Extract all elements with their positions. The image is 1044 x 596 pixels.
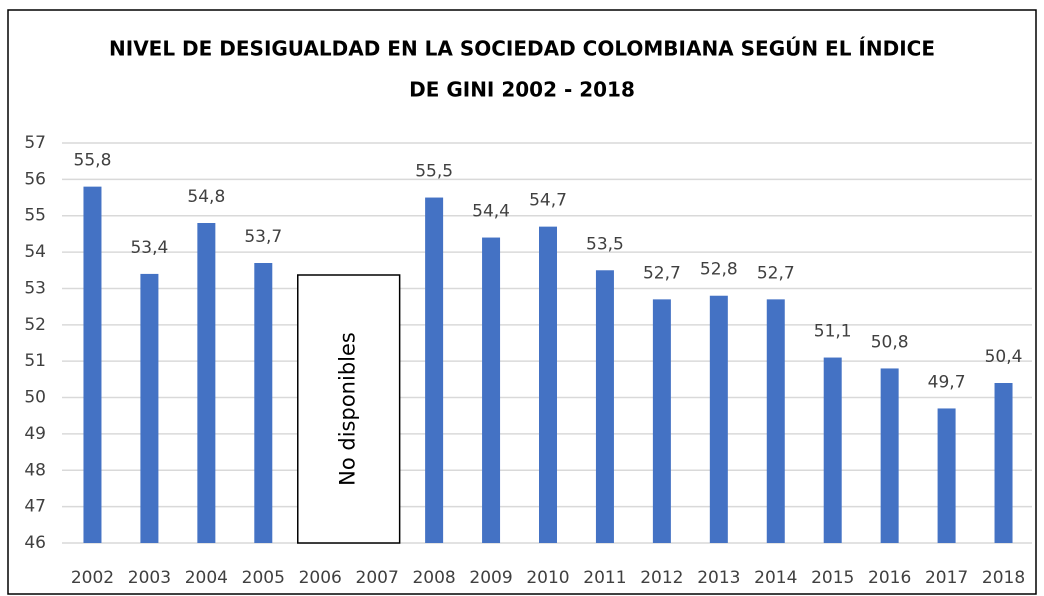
data-label: 53,4	[130, 238, 168, 258]
x-tick-label: 2015	[811, 568, 854, 588]
y-tick-label: 55	[24, 206, 46, 226]
x-tick-label: 2008	[412, 568, 455, 588]
bar	[880, 368, 899, 543]
chart-border	[7, 9, 1037, 595]
data-label: 50,8	[871, 332, 909, 352]
bar	[766, 299, 785, 543]
y-tick-label: 47	[24, 497, 46, 517]
bar	[197, 223, 216, 543]
data-label: 51,1	[814, 322, 852, 342]
data-label: 53,5	[586, 234, 624, 254]
y-tick-label: 51	[24, 351, 46, 371]
y-tick-label: 52	[24, 315, 46, 335]
x-tick-label: 2004	[185, 568, 228, 588]
y-tick-label: 49	[24, 424, 46, 444]
y-tick-label: 56	[24, 169, 46, 189]
x-tick-label: 2007	[356, 568, 399, 588]
data-label: 54,4	[472, 202, 510, 222]
x-tick-label: 2009	[469, 568, 512, 588]
data-label: 52,8	[700, 260, 738, 280]
y-tick-label: 53	[24, 278, 46, 298]
data-label: 53,7	[244, 227, 282, 247]
chart-title: DE GINI 2002 - 2018	[409, 78, 635, 102]
bar	[539, 226, 557, 544]
bar	[823, 357, 842, 543]
x-tick-label: 2016	[868, 568, 911, 588]
x-tick-label: 2014	[754, 568, 797, 588]
x-tick-label: 2013	[697, 568, 740, 588]
x-tick-label: 2010	[526, 568, 569, 588]
data-label: 54,7	[529, 191, 567, 211]
bar	[709, 295, 728, 543]
bar	[937, 408, 956, 543]
annotation-text: No disponibles	[336, 332, 360, 486]
bar	[425, 197, 444, 543]
x-tick-label: 2012	[640, 568, 683, 588]
data-label: 50,4	[985, 347, 1023, 367]
x-tick-label: 2002	[71, 568, 114, 588]
bar	[140, 273, 159, 543]
x-tick-label: 2011	[583, 568, 626, 588]
y-tick-label: 50	[24, 388, 46, 408]
x-tick-label: 2005	[242, 568, 285, 588]
annotation-box	[297, 274, 401, 544]
x-tick-label: 2006	[299, 568, 342, 588]
bar	[595, 270, 614, 543]
data-label: 52,7	[757, 263, 795, 283]
bar	[83, 186, 102, 544]
bar	[652, 299, 671, 543]
data-label: 55,8	[74, 151, 112, 171]
y-tick-label: 54	[24, 242, 46, 262]
bar	[254, 263, 273, 543]
y-tick-label: 57	[24, 133, 46, 153]
chart-title: NIVEL DE DESIGUALDAD EN LA SOCIEDAD COLO…	[109, 37, 935, 61]
bar	[994, 383, 1013, 543]
y-tick-label: 46	[24, 533, 46, 553]
x-tick-label: 2017	[925, 568, 968, 588]
x-tick-label: 2018	[982, 568, 1025, 588]
data-label: 54,8	[187, 187, 225, 207]
bar	[482, 237, 501, 543]
x-tick-label: 2003	[128, 568, 171, 588]
data-label: 52,7	[643, 263, 681, 283]
y-tick-label: 48	[24, 460, 46, 480]
data-label: 49,7	[928, 372, 966, 392]
data-label: 55,5	[415, 162, 453, 182]
